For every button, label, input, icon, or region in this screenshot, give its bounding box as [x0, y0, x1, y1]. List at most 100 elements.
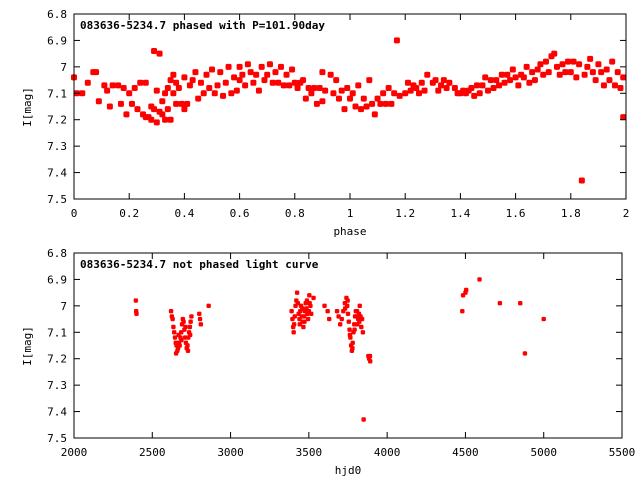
phased-data-point — [565, 58, 572, 65]
raw-data-point — [311, 295, 316, 301]
phased-data-point — [407, 87, 414, 94]
raw-data-point — [206, 303, 211, 309]
raw-data-point — [187, 332, 193, 338]
phased-data-point — [200, 90, 207, 97]
raw-data-point — [342, 306, 348, 311]
phased-data-point — [567, 69, 574, 76]
phased-data-point — [250, 79, 257, 86]
phased-data-point — [509, 66, 516, 73]
phased-data-point — [507, 77, 514, 84]
phased-x-tick-label: 0.8 — [285, 207, 305, 220]
phased-data-point — [360, 95, 367, 102]
phased-data-point — [598, 69, 605, 76]
phased-x-tick-label: 2 — [623, 207, 630, 220]
raw-data-point — [173, 351, 179, 356]
phased-data-point — [178, 100, 185, 107]
phased-x-tick-label: 0.4 — [174, 207, 194, 220]
phased-data-point — [236, 77, 243, 84]
phased-data-point — [291, 79, 298, 86]
phased-data-point — [413, 85, 420, 91]
phased-data-point — [222, 79, 229, 86]
phased-data-point — [374, 95, 381, 102]
raw-data-point — [197, 316, 203, 322]
phased-data-point — [272, 69, 279, 76]
phased-y-ticks: 6.8 6.9 7 7.1 7.2 7.3 7.4 7.5 — [47, 8, 626, 206]
raw-plot-frame — [73, 252, 623, 439]
phased-y-axis-label: I[mag] — [21, 87, 34, 127]
raw-data-point — [189, 314, 194, 319]
phased-data-point — [526, 79, 533, 86]
phased-data-point — [344, 85, 351, 91]
phased-data-point — [556, 71, 563, 78]
raw-data-point — [354, 308, 360, 314]
phased-y-tick-label: 6.8 — [47, 8, 67, 21]
phased-data-point — [173, 79, 180, 86]
phased-data-point — [247, 69, 254, 76]
raw-y-tick-label: 7.4 — [47, 406, 67, 419]
phased-data-point — [551, 50, 558, 57]
raw-data-point — [350, 345, 355, 351]
phased-data-point — [162, 116, 169, 123]
phased-data-point — [186, 82, 193, 89]
phased-data-point — [153, 87, 160, 94]
raw-data-point — [360, 330, 366, 335]
phased-data-points — [71, 37, 627, 184]
raw-data-point — [347, 327, 352, 332]
phased-data-point — [156, 50, 163, 57]
phased-data-point — [614, 69, 621, 76]
raw-data-point — [176, 332, 181, 338]
phased-data-point — [128, 100, 135, 107]
raw-y-tick-label: 6.9 — [47, 273, 67, 286]
phased-data-point — [338, 87, 345, 94]
phased-data-point — [349, 90, 356, 97]
phased-data-point — [319, 69, 326, 76]
phased-x-tick-label: 1.4 — [450, 207, 470, 220]
phased-data-point — [440, 77, 447, 84]
phased-x-axis-label: phase — [333, 225, 366, 238]
phased-data-point — [123, 111, 130, 118]
raw-y-axis-label: I[mag] — [21, 326, 34, 366]
raw-y-ticks: 6.8 6.9 7 7.1 7.2 7.3 7.4 7.5 — [47, 247, 622, 445]
phased-data-point — [421, 87, 428, 94]
raw-data-point — [187, 324, 193, 330]
phased-data-point — [529, 69, 536, 76]
phased-x-tick-label: 1.8 — [561, 207, 581, 220]
phased-data-point — [305, 85, 312, 91]
phased-data-point — [537, 61, 544, 68]
phased-data-point — [451, 85, 458, 91]
phased-data-point — [584, 63, 591, 70]
phased-data-point — [606, 77, 613, 84]
phased-data-point — [476, 90, 483, 97]
raw-x-ticks: 2000 2500 3000 3500 4000 4500 5000 5500 — [61, 253, 636, 459]
phased-data-point — [236, 63, 243, 70]
raw-data-point — [497, 301, 503, 306]
phased-data-point — [404, 79, 411, 86]
phased-data-point — [322, 87, 329, 94]
phased-data-point — [311, 85, 318, 91]
phased-data-point — [581, 71, 588, 78]
phased-data-point — [79, 90, 86, 97]
phased-x-tick-label: 0 — [71, 207, 78, 220]
phased-data-point — [352, 103, 359, 110]
raw-data-point — [309, 311, 314, 316]
phased-data-point — [261, 77, 268, 84]
phased-data-point — [117, 100, 124, 107]
phased-data-point — [195, 95, 202, 102]
phased-data-point — [358, 106, 365, 113]
raw-data-point — [464, 287, 469, 293]
phased-data-point — [167, 116, 174, 123]
phased-data-point — [620, 74, 627, 81]
raw-y-tick-label: 7.3 — [47, 379, 67, 392]
raw-data-point — [357, 303, 362, 309]
raw-data-point — [294, 290, 300, 295]
raw-data-point — [352, 327, 357, 332]
raw-data-point — [197, 311, 202, 316]
phased-y-tick-label: 7.1 — [47, 87, 67, 100]
raw-x-tick-label: 5500 — [609, 446, 636, 459]
raw-data-point — [347, 332, 353, 338]
raw-y-tick-label: 6.8 — [47, 247, 67, 260]
raw-data-point — [291, 330, 296, 335]
phased-y-tick-label: 7.2 — [47, 114, 67, 127]
raw-data-point — [185, 348, 191, 353]
